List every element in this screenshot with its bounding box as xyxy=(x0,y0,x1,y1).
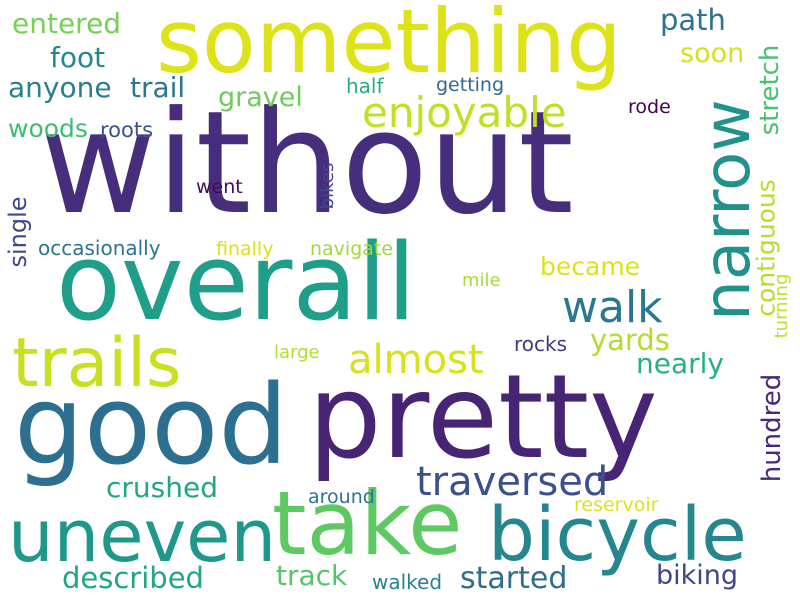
word-walk: walk xyxy=(562,282,663,333)
word-described: described xyxy=(62,561,204,595)
word-enjoyable: enjoyable xyxy=(362,88,567,137)
word-went: went xyxy=(196,176,243,198)
word-crushed: crushed xyxy=(106,471,218,504)
word-trail: trail xyxy=(130,71,186,104)
word-reservoir: reservoir xyxy=(574,494,659,516)
word-track: track xyxy=(276,559,348,592)
word-good: good xyxy=(14,361,289,489)
word-started: started xyxy=(460,561,568,596)
word-take: take xyxy=(272,472,463,575)
word-biking: biking xyxy=(656,560,739,591)
word-around: around xyxy=(308,486,375,508)
word-pretty: pretty xyxy=(308,350,658,485)
word-stretch: stretch xyxy=(755,44,785,136)
word-narrow[interactable]: narrow xyxy=(691,99,765,321)
word-rocks: rocks xyxy=(514,332,568,356)
word-path: path xyxy=(660,3,726,37)
word-hundred: hundred xyxy=(757,373,787,483)
word-uneven: uneven xyxy=(8,494,277,578)
word-walked: walked xyxy=(372,570,443,594)
word-turning: turning xyxy=(771,273,792,339)
word-gravel: gravel xyxy=(218,82,303,113)
word-became: became xyxy=(540,252,641,281)
word-traversed: traversed xyxy=(416,459,609,505)
word-foot: foot xyxy=(50,41,106,74)
word-almost: almost xyxy=(348,337,484,383)
word-finally: finally xyxy=(216,238,274,260)
word-anyone: anyone xyxy=(8,71,112,104)
word-without: without xyxy=(40,81,574,246)
word-woods: woods xyxy=(8,114,88,143)
word-large: large xyxy=(274,342,320,363)
word-bikes: bikes xyxy=(317,162,338,210)
word-soon: soon xyxy=(680,38,745,69)
word-something: something xyxy=(156,0,622,93)
word-rode: rode xyxy=(628,96,671,118)
word-navigate: navigate xyxy=(310,238,394,260)
word-nearly: nearly xyxy=(636,347,724,380)
word-entered: entered xyxy=(12,7,122,40)
word-occasionally: occasionally xyxy=(38,236,161,260)
word-mile: mile xyxy=(462,270,501,291)
word-overall: overall xyxy=(56,221,417,344)
word-half: half xyxy=(346,74,384,98)
word-single: single xyxy=(4,196,32,268)
word-bicycle: bicycle xyxy=(488,492,747,578)
word-roots: roots xyxy=(100,118,154,142)
word-trails: trails xyxy=(12,324,182,403)
word-yards: yards xyxy=(590,323,670,357)
word-getting: getting xyxy=(436,74,505,96)
